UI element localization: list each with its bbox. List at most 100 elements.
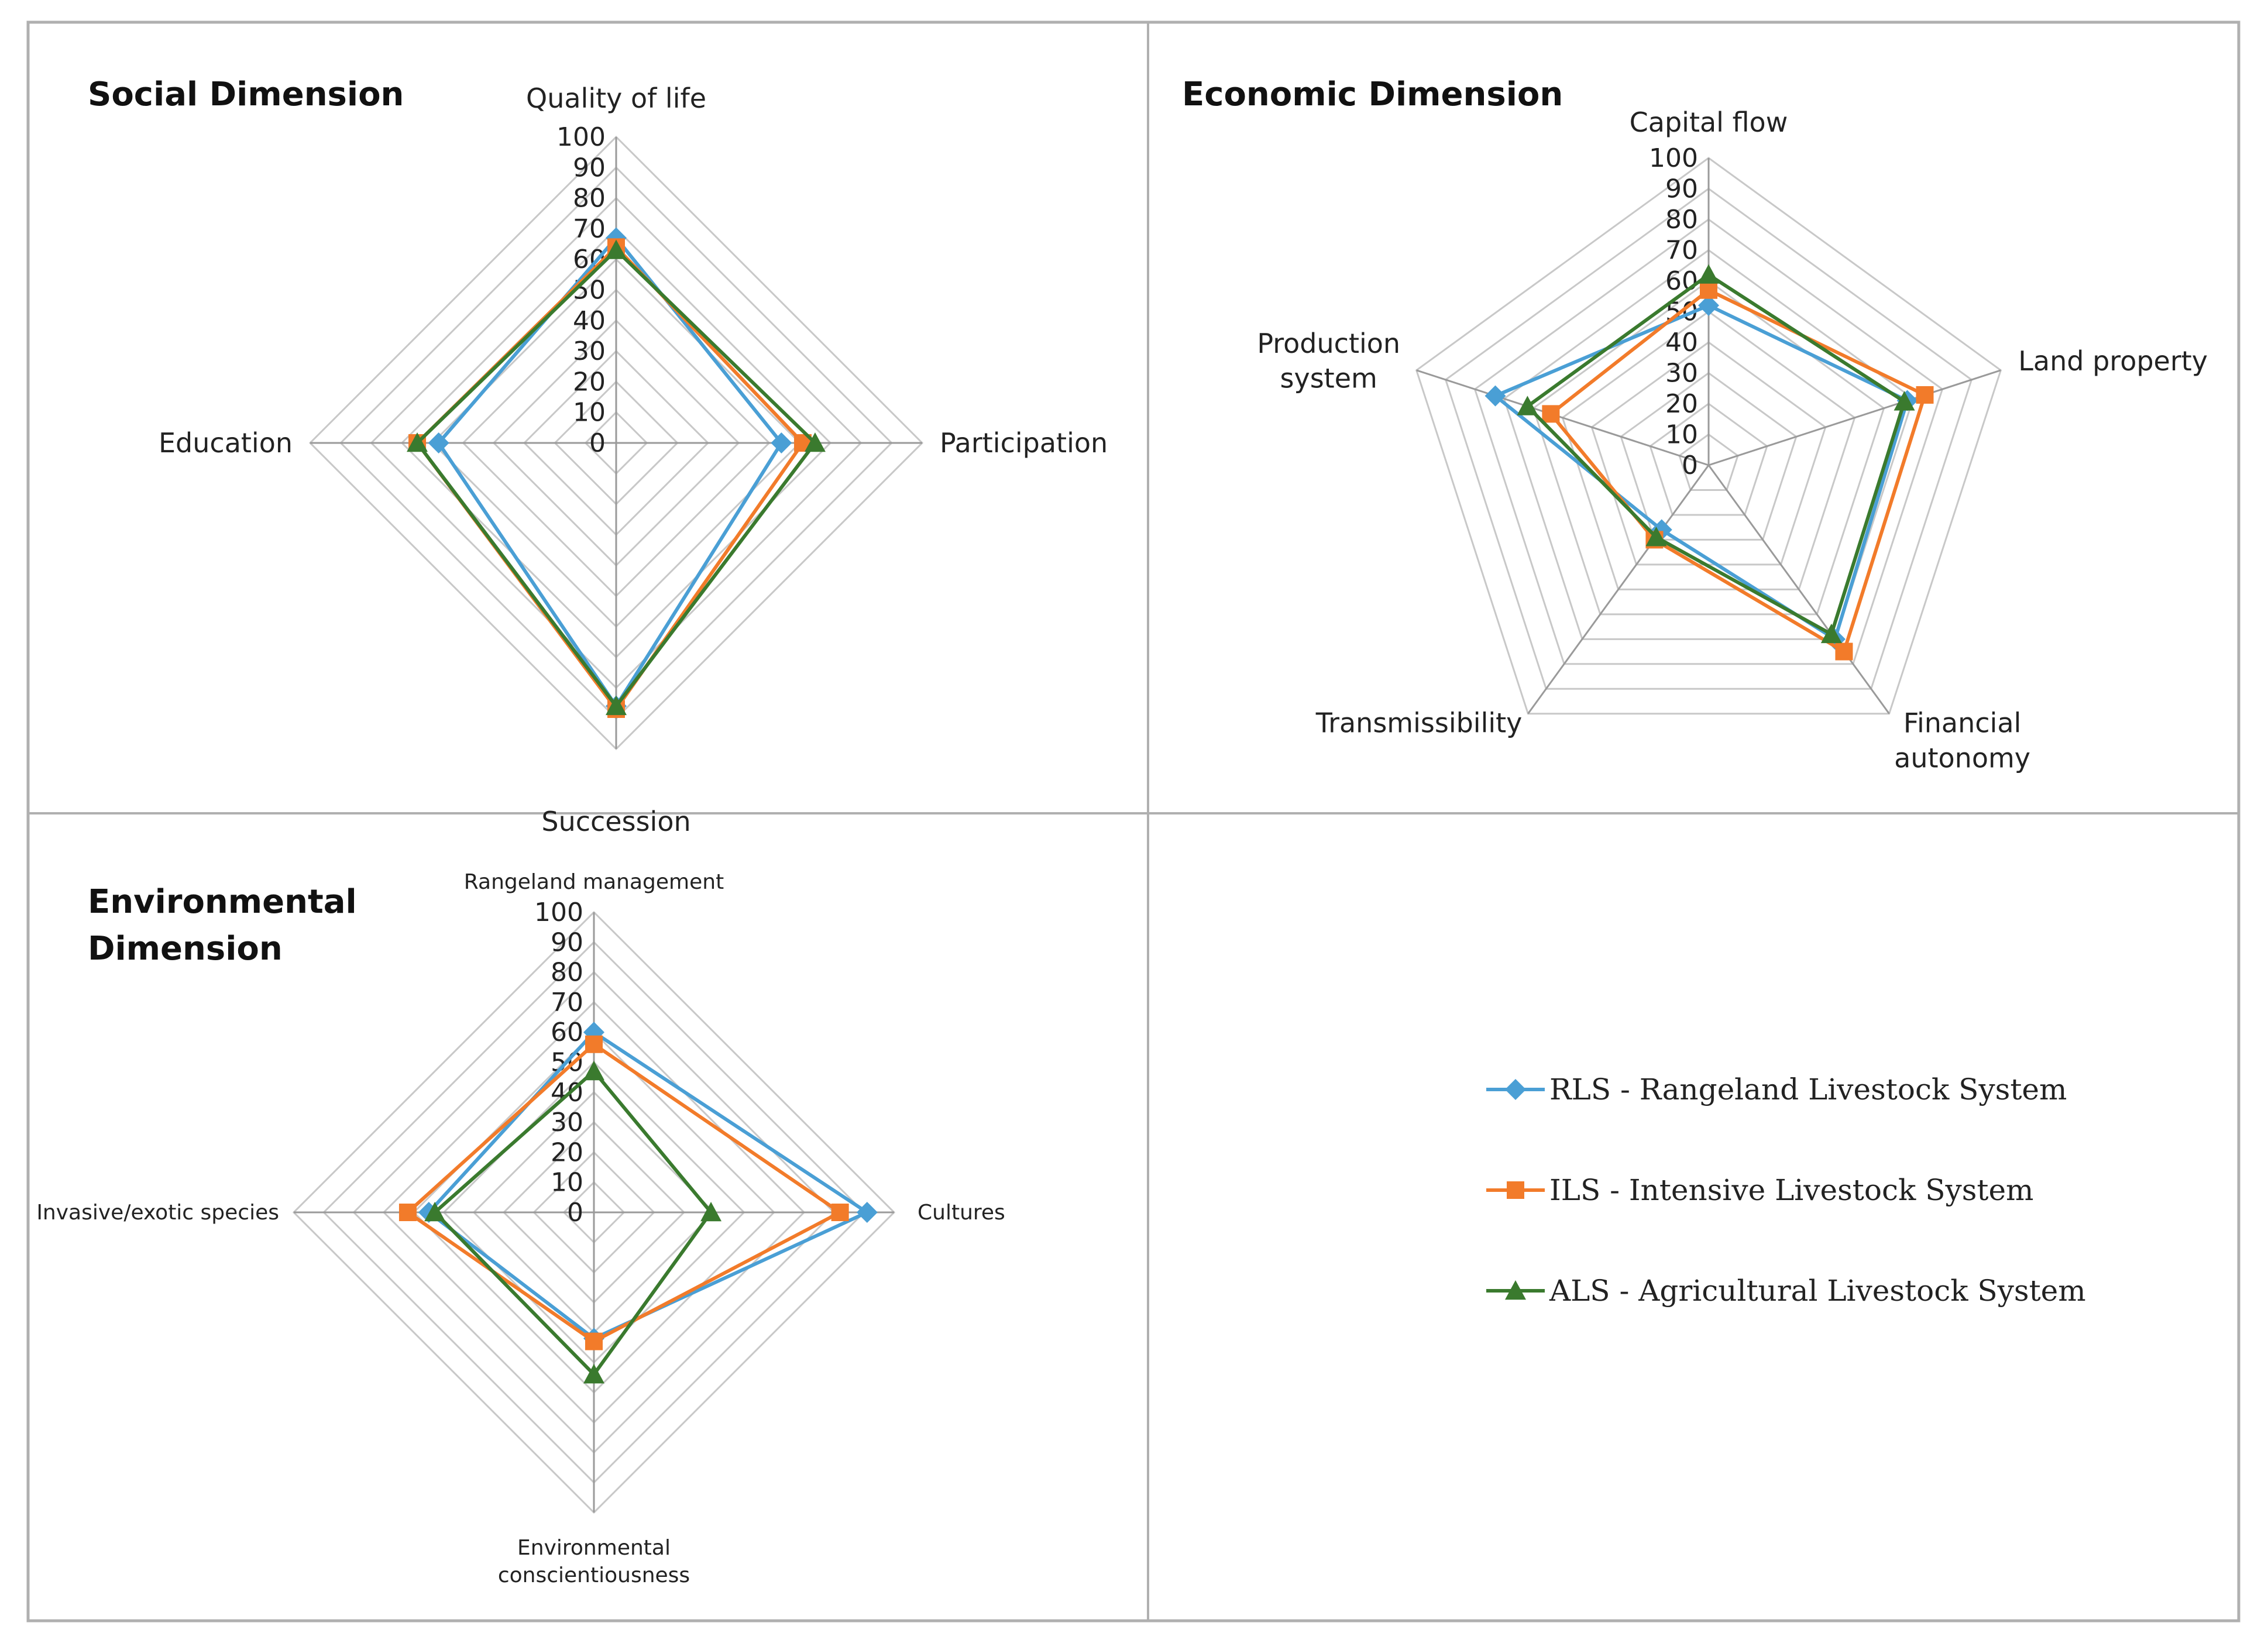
grid-ring [1532, 280, 1885, 616]
data-point [424, 1202, 446, 1222]
axis-label-education: Education [159, 427, 293, 459]
axis-label-quality-of-life: Quality of life [526, 83, 706, 114]
data-point [1820, 623, 1842, 644]
tick-label: 70 [573, 214, 606, 244]
data-point [428, 432, 449, 453]
grid-ring [1444, 187, 1973, 690]
legend-marker [1505, 1079, 1526, 1100]
tick-label: 10 [1665, 420, 1698, 450]
tick-label: 30 [551, 1108, 583, 1137]
legend-label: ILS - Intensive Livestock System [1549, 1173, 2033, 1207]
tick-label: 90 [573, 153, 606, 183]
data-point [398, 1204, 417, 1221]
series-line [1549, 288, 1927, 654]
data-point [1698, 295, 1719, 316]
data-point [1894, 391, 1915, 411]
data-point [1835, 642, 1853, 661]
legend-label: RLS - Rangeland Livestock System [1549, 1073, 2067, 1106]
chart-title: Dimension [88, 930, 283, 968]
series-line [406, 1042, 842, 1343]
chart-title: Environmental [88, 883, 357, 921]
tick-label: 40 [1665, 328, 1698, 358]
legend-label: ALS - Agricultural Livestock System [1549, 1274, 2086, 1308]
axis-label-rangeland-management: Rangeland management [464, 870, 724, 894]
radar-chart-social: Social Dimension0102030405060708090100Qu… [88, 75, 1108, 837]
axis-spoke [1708, 369, 2001, 466]
series-als [407, 239, 826, 716]
grid-ring [1620, 372, 1798, 541]
data-point [856, 1202, 878, 1223]
tick-label: 80 [573, 184, 606, 214]
data-point [1698, 264, 1719, 284]
legend-item-als: ALS - Agricultural Livestock System [1486, 1274, 2086, 1308]
data-point [407, 432, 428, 452]
data-point [1484, 385, 1506, 407]
grid-ring [1473, 218, 1944, 665]
axis-label-transmissibility: Transmissibility [1315, 707, 1523, 739]
chart-title: Economic Dimension [1182, 75, 1563, 114]
outer-border [26, 20, 2240, 1623]
data-point [585, 1332, 603, 1350]
tick-label: 10 [551, 1168, 583, 1198]
data-point [1542, 405, 1560, 423]
tick-label: 60 [1665, 266, 1698, 296]
data-point [771, 432, 792, 453]
axis-label-invasive-exotic-species: Invasive/exotic species [36, 1201, 279, 1225]
axis-label-land-property: Land property [2018, 345, 2208, 377]
data-point [1645, 527, 1667, 546]
legend: RLS - Rangeland Livestock System ILS - In… [1486, 1073, 2086, 1308]
legend-marker [1507, 1181, 1524, 1199]
figure-frame [26, 20, 2240, 1623]
axis-spoke [1707, 465, 1890, 714]
axis-label-participation: Participation [940, 427, 1108, 459]
grid-ring [1415, 157, 2002, 715]
tick-label: 60 [551, 1018, 583, 1047]
data-point [1700, 281, 1717, 299]
series-line [415, 245, 805, 711]
grid-ring [1649, 403, 1768, 516]
data-point [583, 1364, 604, 1384]
tick-label: 20 [573, 367, 606, 397]
data-point [1517, 396, 1538, 415]
tick-label: 10 [573, 398, 606, 428]
data-point [831, 1204, 849, 1221]
tick-label: 20 [551, 1137, 583, 1167]
grid-ring [1678, 433, 1739, 491]
tick-label: 20 [1665, 389, 1698, 419]
data-point [585, 1035, 603, 1053]
series-als [424, 1060, 722, 1384]
series-als [1517, 264, 1915, 644]
tick-label: 0 [589, 428, 606, 458]
axis-label-cultures: Cultures [917, 1201, 1005, 1225]
tick-label: 100 [1649, 143, 1698, 173]
axis-spoke [1527, 465, 1710, 714]
axis-spoke [1416, 369, 1709, 466]
tick-label: 100 [556, 122, 606, 152]
axis-label-financial-autonomy: Financial autonomy [1894, 707, 2030, 774]
tick-label: 90 [551, 927, 583, 957]
legend-item-rls: RLS - Rangeland Livestock System [1486, 1073, 2067, 1106]
tick-label: 70 [551, 988, 583, 1018]
grid-ring [1561, 310, 1856, 590]
series-line [1493, 304, 1909, 641]
tick-label: 80 [551, 958, 583, 988]
chart-title: Social Dimension [88, 75, 404, 114]
tick-label: 0 [567, 1198, 583, 1228]
series-line [1525, 273, 1906, 636]
axis-label-capital-flow: Capital flow [1630, 106, 1788, 138]
axis-label-succession: Succession [541, 806, 690, 837]
data-point [606, 239, 627, 259]
radar-chart-environmental: EnvironmentalDimension010203040506070809… [36, 870, 1005, 1587]
data-point [700, 1202, 722, 1222]
tick-label: 0 [1682, 451, 1698, 480]
series-ils [398, 1035, 849, 1350]
data-point [606, 695, 627, 716]
series-ils [1542, 281, 1934, 661]
tick-label: 100 [534, 898, 583, 927]
legend-item-ils: ILS - Intensive Livestock System [1486, 1173, 2033, 1207]
tick-label: 30 [1665, 359, 1698, 389]
tick-label: 30 [573, 336, 606, 366]
radar-chart-economic: Economic Dimension0102030405060708090100… [1182, 75, 2208, 774]
axis-label-production-system: Production system [1257, 328, 1400, 394]
